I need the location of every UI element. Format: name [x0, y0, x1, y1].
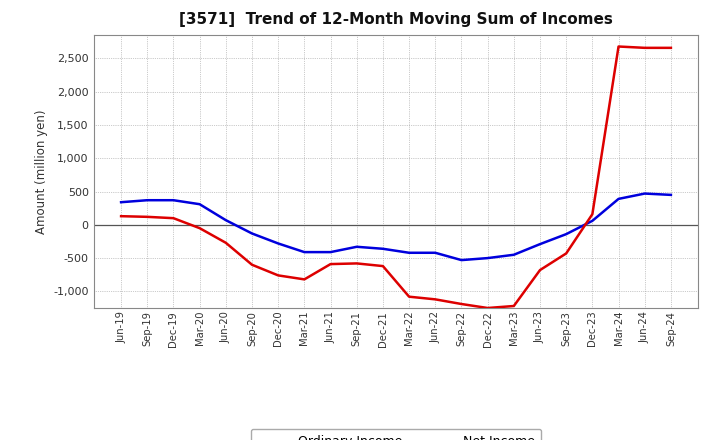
Net Income — [169, 216, 178, 221]
Ordinary Income — [431, 250, 440, 255]
Ordinary Income — [483, 256, 492, 261]
Net Income — [536, 268, 544, 273]
Ordinary Income — [300, 249, 309, 255]
Net Income — [457, 301, 466, 307]
Net Income — [562, 251, 570, 256]
Ordinary Income — [667, 192, 675, 198]
Net Income — [483, 305, 492, 311]
Net Income — [379, 264, 387, 269]
Net Income — [405, 294, 413, 299]
Ordinary Income — [326, 249, 335, 255]
Ordinary Income — [274, 241, 282, 246]
Ordinary Income — [588, 218, 597, 224]
Net Income — [222, 240, 230, 246]
Net Income — [352, 261, 361, 266]
Ordinary Income — [352, 244, 361, 249]
Net Income — [248, 262, 256, 268]
Net Income — [117, 213, 125, 219]
Net Income — [614, 44, 623, 49]
Y-axis label: Amount (million yen): Amount (million yen) — [35, 110, 48, 234]
Ordinary Income — [536, 242, 544, 247]
Ordinary Income — [614, 196, 623, 202]
Net Income — [326, 261, 335, 267]
Net Income — [195, 226, 204, 231]
Ordinary Income — [117, 200, 125, 205]
Net Income — [431, 297, 440, 302]
Net Income — [143, 214, 152, 220]
Ordinary Income — [169, 198, 178, 203]
Legend: Ordinary Income, Net Income: Ordinary Income, Net Income — [251, 429, 541, 440]
Ordinary Income — [248, 231, 256, 236]
Ordinary Income — [640, 191, 649, 196]
Ordinary Income — [510, 252, 518, 257]
Net Income — [510, 303, 518, 308]
Line: Ordinary Income: Ordinary Income — [121, 194, 671, 260]
Ordinary Income — [379, 246, 387, 251]
Title: [3571]  Trend of 12-Month Moving Sum of Incomes: [3571] Trend of 12-Month Moving Sum of I… — [179, 12, 613, 27]
Ordinary Income — [195, 202, 204, 207]
Ordinary Income — [457, 257, 466, 263]
Net Income — [300, 277, 309, 282]
Ordinary Income — [222, 217, 230, 223]
Line: Net Income: Net Income — [121, 47, 671, 308]
Ordinary Income — [562, 231, 570, 237]
Net Income — [640, 45, 649, 51]
Net Income — [588, 212, 597, 217]
Ordinary Income — [405, 250, 413, 255]
Net Income — [274, 273, 282, 278]
Net Income — [667, 45, 675, 51]
Ordinary Income — [143, 198, 152, 203]
